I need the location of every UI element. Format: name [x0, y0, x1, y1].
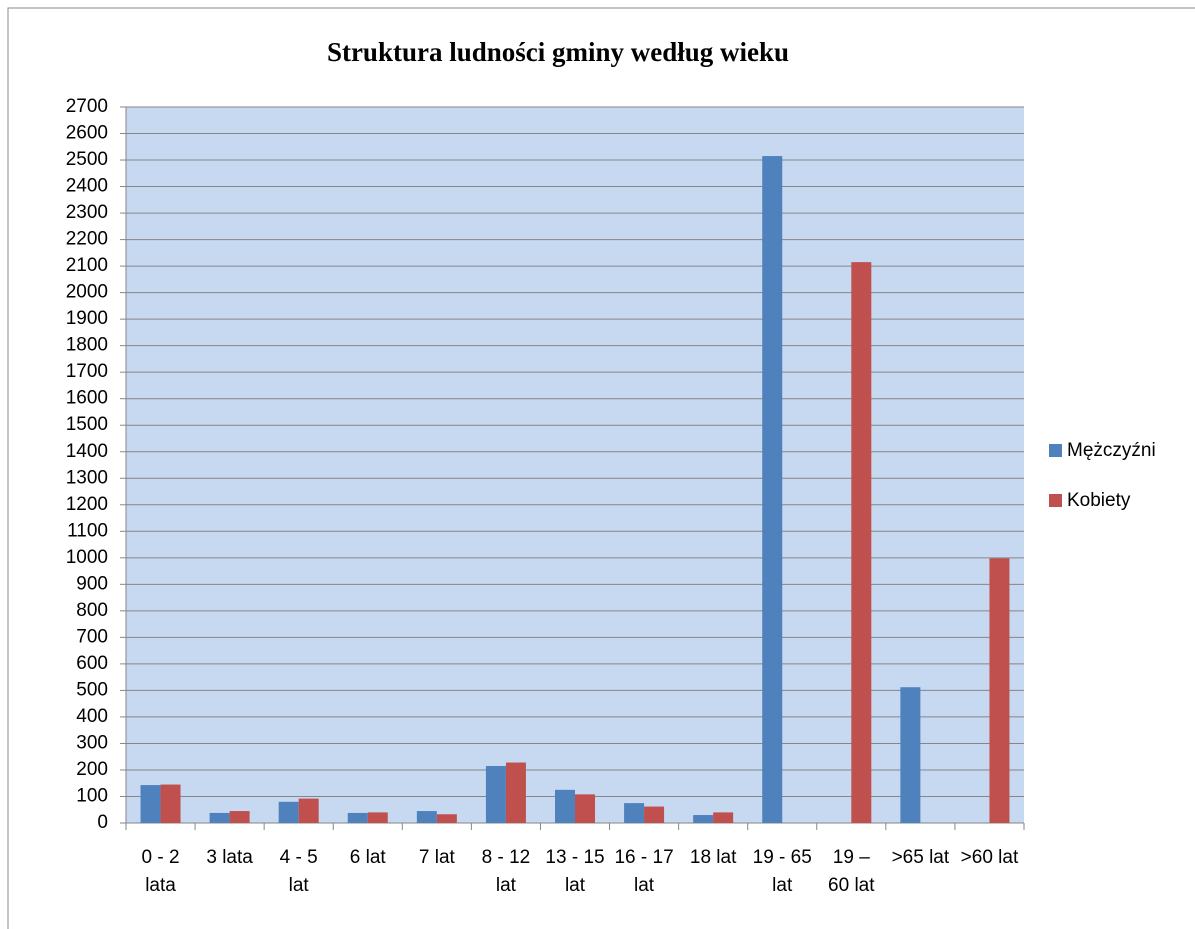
bar	[693, 815, 714, 823]
bar	[229, 811, 250, 823]
x-tick-label: 7 lat	[418, 847, 455, 868]
x-tick-label: 3 lata	[206, 847, 253, 868]
y-tick-label: 500	[76, 679, 108, 700]
chart-title: Struktura ludności gminy według wieku	[327, 37, 789, 67]
y-tick-label: 2200	[66, 229, 108, 250]
y-tick-label: 800	[76, 600, 108, 621]
plot-area	[126, 107, 1024, 823]
y-tick-label: 100	[76, 785, 108, 806]
bar	[900, 687, 921, 823]
legend-swatch	[1049, 444, 1062, 457]
bar	[575, 794, 595, 823]
y-tick-label: 1900	[66, 308, 108, 329]
y-tick-label: 0	[97, 812, 108, 833]
bar	[160, 784, 181, 823]
legend-label: Kobiety	[1067, 490, 1131, 511]
x-tick-label: 4 - 5 lat	[279, 847, 318, 896]
y-tick-label: 400	[76, 706, 108, 727]
bar	[278, 801, 299, 823]
bar	[209, 812, 230, 823]
bar	[485, 765, 506, 823]
x-tick-label: 16 - 17 lat	[614, 847, 674, 896]
y-tick-label: 200	[76, 759, 108, 780]
x-tick-label: >65 lat	[891, 847, 950, 868]
x-tick-label: 6 lat	[349, 847, 386, 868]
bar	[713, 812, 734, 823]
y-tick-label: 2600	[66, 123, 108, 144]
y-tick-label: 700	[76, 626, 108, 647]
bar	[505, 762, 526, 823]
y-tick-label: 1200	[66, 494, 108, 515]
x-tick-label: 19 – 60 lat	[828, 847, 875, 896]
y-tick-label: 1500	[66, 414, 108, 435]
bar	[416, 811, 437, 823]
y-tick-label: 1600	[66, 388, 108, 409]
y-tick-label: 1800	[66, 335, 108, 356]
bar	[989, 558, 1010, 823]
bar	[555, 789, 575, 823]
bar	[347, 812, 368, 823]
x-tick-label: 0 - 2 lata	[141, 847, 180, 896]
y-tick-label: 1100	[67, 520, 108, 541]
x-tick-label: 19 - 65 lat	[752, 847, 812, 896]
y-tick-label: 600	[76, 653, 108, 674]
bar	[762, 156, 783, 823]
legend-swatch	[1049, 494, 1062, 507]
legend-label: Mężczyźni	[1067, 440, 1156, 461]
y-tick-label: 900	[76, 573, 108, 594]
bar	[140, 785, 161, 823]
y-tick-label: 2500	[66, 149, 108, 170]
y-tick-label: 2700	[66, 96, 108, 117]
bar	[298, 798, 319, 823]
y-tick-label: 2000	[66, 282, 108, 303]
y-tick-label: 1400	[66, 441, 108, 462]
y-tick-label: 300	[76, 732, 108, 753]
y-tick-label: 1700	[66, 361, 108, 382]
x-tick-label: 13 - 15 lat	[545, 847, 605, 896]
y-tick-label: 2400	[66, 176, 108, 197]
x-tick-label: 8 - 12 lat	[481, 847, 531, 896]
y-tick-label: 1300	[66, 467, 108, 488]
bar	[624, 803, 645, 823]
bar	[644, 806, 665, 823]
x-tick-label: >60 lat	[960, 847, 1019, 868]
bar	[851, 262, 872, 824]
y-tick-label: 2100	[66, 255, 108, 276]
y-tick-label: 1000	[66, 547, 108, 568]
bar	[436, 814, 457, 823]
x-tick-label: 18 lat	[689, 847, 737, 868]
y-tick-label: 2300	[66, 202, 108, 223]
bar	[367, 812, 388, 823]
